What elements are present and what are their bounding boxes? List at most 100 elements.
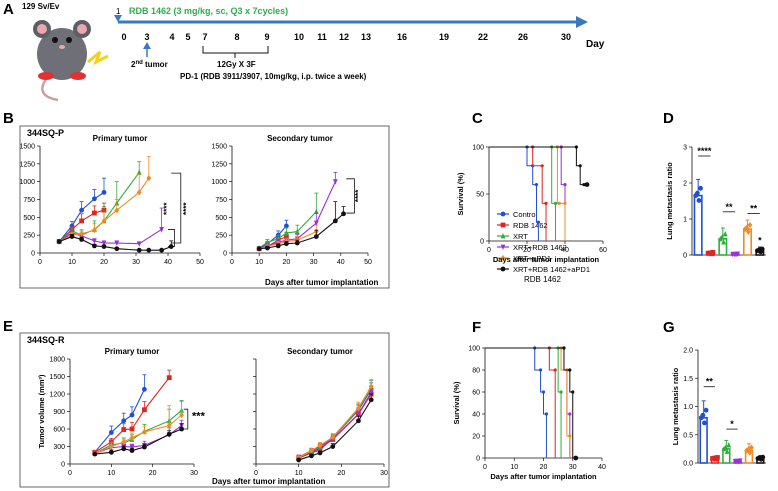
survival-line-F-4 xyxy=(485,347,571,458)
survival-point-F-3-3 xyxy=(568,412,572,416)
sig-label-D-2: ** xyxy=(750,204,758,214)
survival-point-C-3-2 xyxy=(563,183,567,187)
second-tumor-text: tumor xyxy=(143,60,168,69)
survival-point-F-1-2 xyxy=(553,368,557,372)
data-point-B-secondary-3-5 xyxy=(313,220,319,227)
y-tick-label-E-primary: 900 xyxy=(53,409,65,416)
x-tick-label-B-secondary: 0 xyxy=(230,259,234,266)
data-point-E-secondary-4-1 xyxy=(309,447,314,454)
y-tick-label-F: 0 xyxy=(476,456,480,463)
data-point-B-primary-5-7 xyxy=(146,247,152,253)
series-line-B-primary-3 xyxy=(58,228,162,245)
legend-label-4: XRT+aPD1 xyxy=(513,254,551,263)
x-tick-label-E-secondary: 0 xyxy=(254,470,258,477)
y-tick-label-C: 100 xyxy=(472,145,484,152)
section-b-title: 344SQ-P xyxy=(27,128,64,138)
data-point-B-secondary-0-3 xyxy=(284,223,289,229)
second-tumor-num: 2 xyxy=(131,60,136,69)
survival-point-F-0-4 xyxy=(544,412,549,416)
x-tick-label-B-primary: 0 xyxy=(38,259,42,266)
data-point-E-secondary-5-4 xyxy=(356,418,361,424)
data-point-E-primary-4-6 xyxy=(179,412,184,418)
sig-label-D-1: ** xyxy=(725,202,733,212)
sig-label-D-3: * xyxy=(758,235,762,245)
data-point-B-primary-3-6 xyxy=(136,241,142,247)
data-point-B-primary-3-4 xyxy=(101,240,107,247)
y-tick-label-E-primary: 300 xyxy=(53,444,65,451)
y-tick-label-B-secondary: 1250 xyxy=(211,161,227,168)
x-tick-label-C: 20 xyxy=(523,247,531,254)
y-tick-label-E-primary: 600 xyxy=(53,427,65,434)
bar-point-G-4-3 xyxy=(749,444,754,451)
mouse-illustration xyxy=(33,20,109,102)
bar-point-G-0-2 xyxy=(702,420,707,426)
y-tick-label-B-secondary: 1500 xyxy=(211,144,227,151)
survival-point-F-5-2 xyxy=(568,368,572,372)
data-point-B-secondary-2-4 xyxy=(294,228,300,234)
data-point-B-primary-4-3 xyxy=(92,227,97,234)
timeline-day-26: 26 xyxy=(518,32,528,42)
bar-point-D-2-3 xyxy=(722,230,728,237)
x-tick-label-E-secondary: 20 xyxy=(337,470,345,477)
panel-label-g: G xyxy=(663,319,675,336)
second-tumor-sup: nd xyxy=(135,60,143,66)
data-point-E-primary-5-4 xyxy=(142,444,147,450)
x-tick-label-F: 20 xyxy=(540,464,548,471)
x-tick-label-E-primary: 0 xyxy=(68,470,72,477)
day-one-marker: 1 xyxy=(116,7,121,16)
panel-b-frame xyxy=(19,125,390,289)
x-tick-label-B-primary: 10 xyxy=(68,259,76,266)
survival-point-C-5-2 xyxy=(578,164,582,168)
data-point-E-primary-0-4 xyxy=(142,386,147,392)
y-tick-label-G: 1.0 xyxy=(683,404,693,411)
data-point-E-secondary-5-0 xyxy=(296,457,302,463)
radiation-bracket xyxy=(202,46,269,54)
data-point-B-secondary-3-6 xyxy=(332,179,338,185)
timeline-day-4: 4 xyxy=(169,32,174,42)
data-point-E-secondary-5-5 xyxy=(368,397,374,403)
timeline-day-5: 5 xyxy=(185,32,190,42)
sig-label-G-1: * xyxy=(730,419,734,429)
x-tick-label-E-primary: 30 xyxy=(190,470,198,477)
legend-label-1: RDB 1462 xyxy=(513,221,548,230)
bar-point-D-5-3 xyxy=(759,246,765,252)
data-point-B-primary-4-7 xyxy=(146,175,152,182)
bar-point-G-2-1 xyxy=(723,444,728,451)
sig-bracket-B-primary-1 xyxy=(168,229,175,247)
timeline-day-13: 13 xyxy=(361,32,371,42)
y-tick-label-D: 0 xyxy=(683,253,687,260)
y-tick-label-B-primary: 0 xyxy=(31,251,35,258)
survival-censor-C xyxy=(584,182,590,188)
y-tick-label-B-primary: 250 xyxy=(23,233,35,240)
y-tick-label-B-secondary: 0 xyxy=(223,251,227,258)
sig-label-B-primary-0: **** xyxy=(163,202,172,215)
timeline-day-22: 22 xyxy=(478,32,488,42)
sig-label-E-primary: *** xyxy=(192,411,206,423)
data-point-E-primary-0-1 xyxy=(108,430,114,435)
data-point-B-secondary-2-3 xyxy=(284,230,289,236)
data-point-B-primary-4-2 xyxy=(79,230,84,237)
timeline-panel: 129 Sv/Ev 1 RDB 1462 (3 mg/kg, sc, Q3 x … xyxy=(22,2,605,102)
series-line-E-secondary-0 xyxy=(298,389,372,459)
data-point-E-primary-5-3 xyxy=(129,448,135,453)
x-tick-label-F: 40 xyxy=(598,464,606,471)
data-point-E-primary-1-5 xyxy=(166,375,172,381)
bar-point-D-1-3 xyxy=(710,249,716,255)
b-shared-xlabel: Days after tumor implantation xyxy=(265,278,378,287)
data-point-B-primary-1-2 xyxy=(79,218,84,224)
data-point-B-secondary-5-4 xyxy=(294,240,300,246)
data-point-B-primary-3-5 xyxy=(114,240,120,247)
data-point-B-primary-5-6 xyxy=(136,247,142,253)
radiation-label: 12Gy X 3F xyxy=(217,60,256,69)
data-point-B-primary-5-2 xyxy=(79,237,84,242)
data-point-E-primary-5-2 xyxy=(121,446,127,452)
survival-line-F-3 xyxy=(485,347,571,458)
y-tick-label-F: 80 xyxy=(472,368,480,375)
survival-point-F-5-3 xyxy=(571,390,575,394)
data-point-E-primary-0-3 xyxy=(129,412,135,418)
